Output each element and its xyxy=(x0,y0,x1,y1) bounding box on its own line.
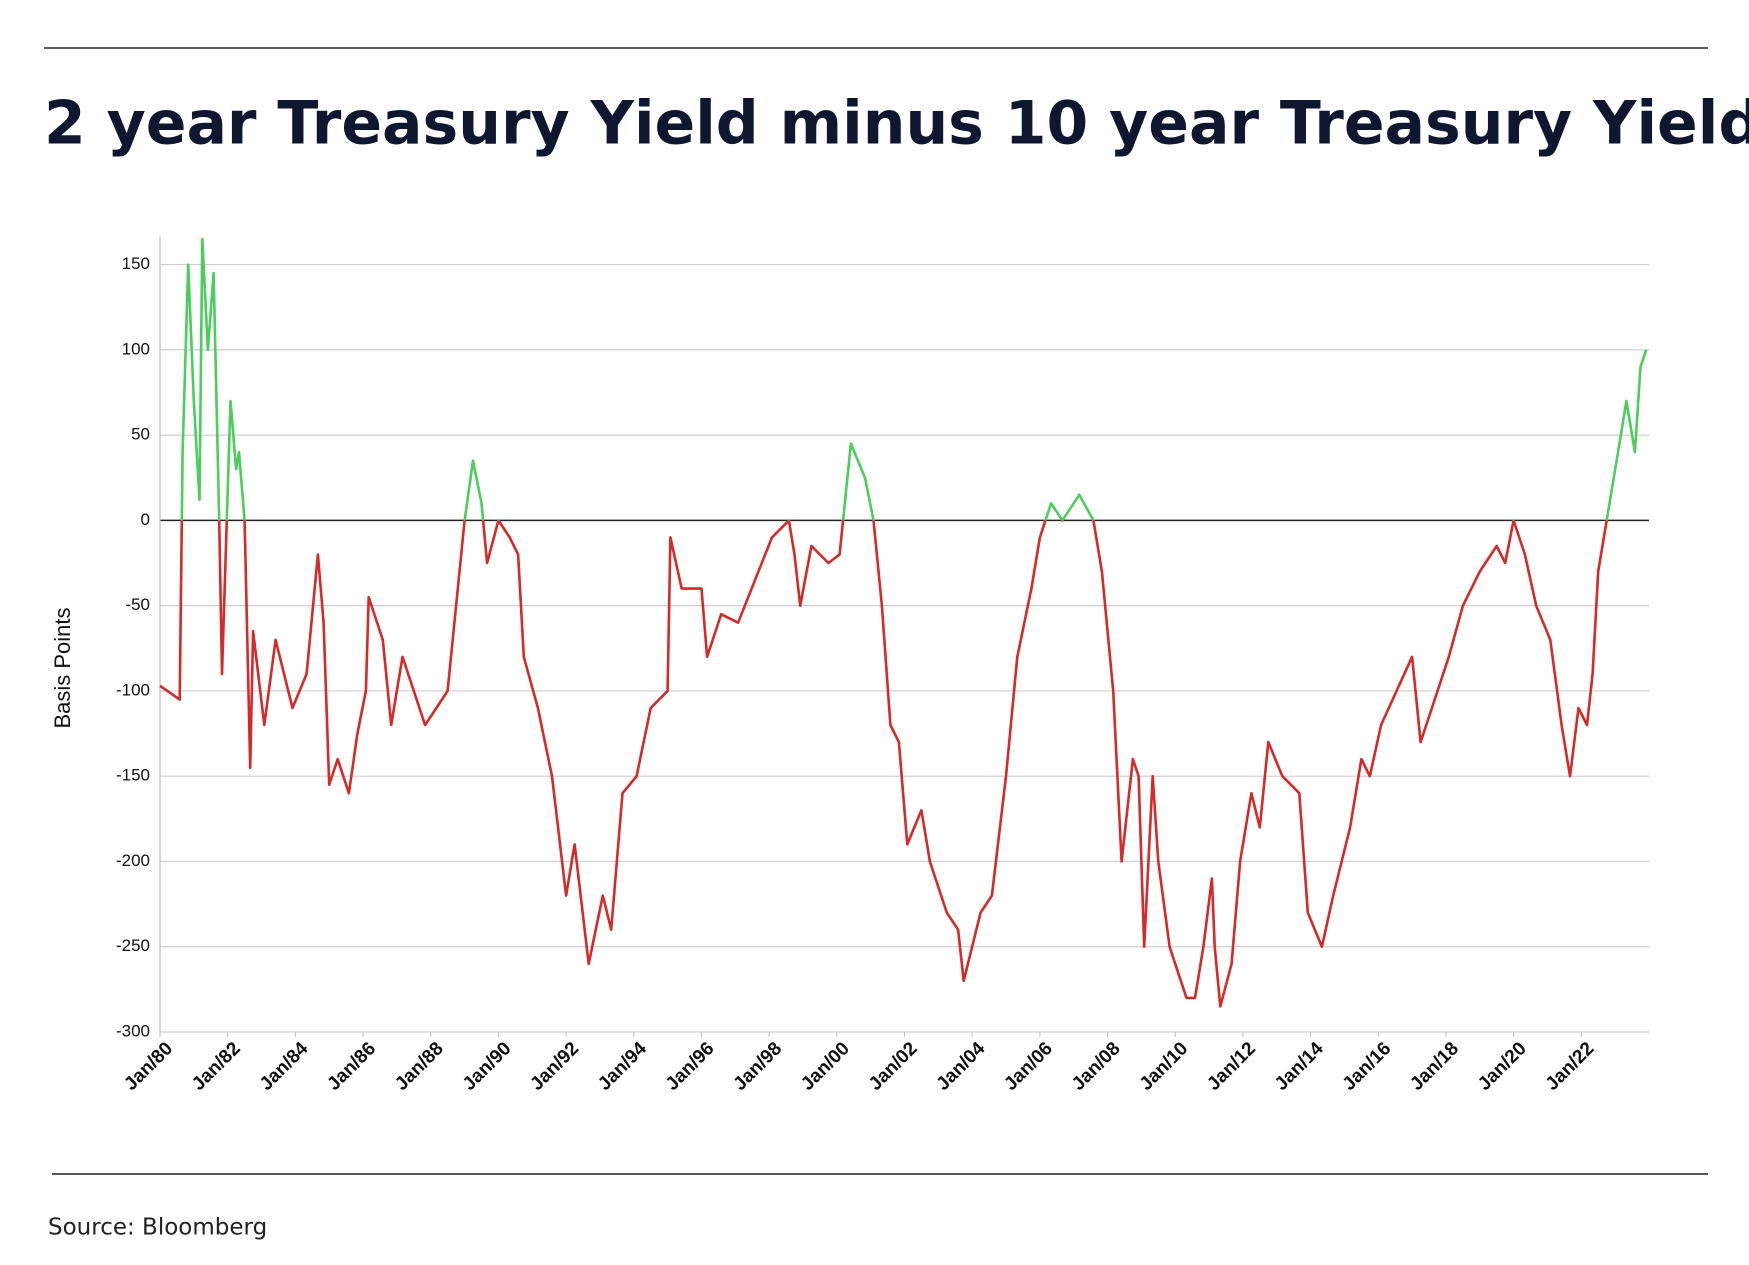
x-tick-label: Jan/90 xyxy=(459,1038,516,1095)
x-tick-label: Jan/10 xyxy=(1136,1038,1193,1095)
x-tick-label: Jan/82 xyxy=(188,1038,245,1095)
x-tick-label: Jan/80 xyxy=(120,1038,177,1095)
x-tick-label: Jan/86 xyxy=(323,1038,380,1095)
y-axis-label: Basis Points xyxy=(50,607,75,728)
x-tick-label: Jan/92 xyxy=(526,1038,583,1095)
x-tick-label: Jan/22 xyxy=(1542,1038,1599,1095)
x-tick-label: Jan/16 xyxy=(1339,1038,1396,1095)
x-tick-label: Jan/04 xyxy=(933,1038,990,1095)
x-tick-label: Jan/12 xyxy=(1203,1038,1260,1095)
x-tick-label: Jan/96 xyxy=(662,1038,719,1095)
y-tick-label: -100 xyxy=(116,680,150,699)
source: Source: Bloomberg xyxy=(48,1215,267,1241)
x-tick-label: Jan/88 xyxy=(391,1038,448,1095)
x-tick-label: Jan/20 xyxy=(1474,1038,1531,1095)
y-tick-label: 50 xyxy=(131,425,150,444)
x-tick-label: Jan/00 xyxy=(797,1038,854,1095)
x-tick-label: Jan/06 xyxy=(1000,1038,1057,1095)
x-tick-label: Jan/18 xyxy=(1406,1038,1463,1095)
spread-line xyxy=(159,237,1648,1008)
y-tick-label: 150 xyxy=(122,254,150,273)
y-tick-label: -150 xyxy=(116,766,150,785)
chart-title: 2 year Treasury Yield minus 10 year Trea… xyxy=(44,89,1749,159)
y-tick-label: -300 xyxy=(116,1021,150,1040)
x-tick-label: Jan/98 xyxy=(730,1038,787,1095)
y-tick-label: 100 xyxy=(122,339,150,358)
y-tick-label: -200 xyxy=(116,851,150,870)
x-tick-label: Jan/02 xyxy=(865,1038,922,1095)
y-tick-label: -50 xyxy=(125,595,150,614)
y-tick-label: 0 xyxy=(141,510,150,529)
x-tick-label: Jan/94 xyxy=(594,1038,651,1095)
x-tick-label: Jan/84 xyxy=(256,1038,313,1095)
y-tick-label: -250 xyxy=(116,936,150,955)
x-tick-label: Jan/08 xyxy=(1068,1038,1125,1095)
x-tick-label: Jan/14 xyxy=(1271,1038,1328,1095)
